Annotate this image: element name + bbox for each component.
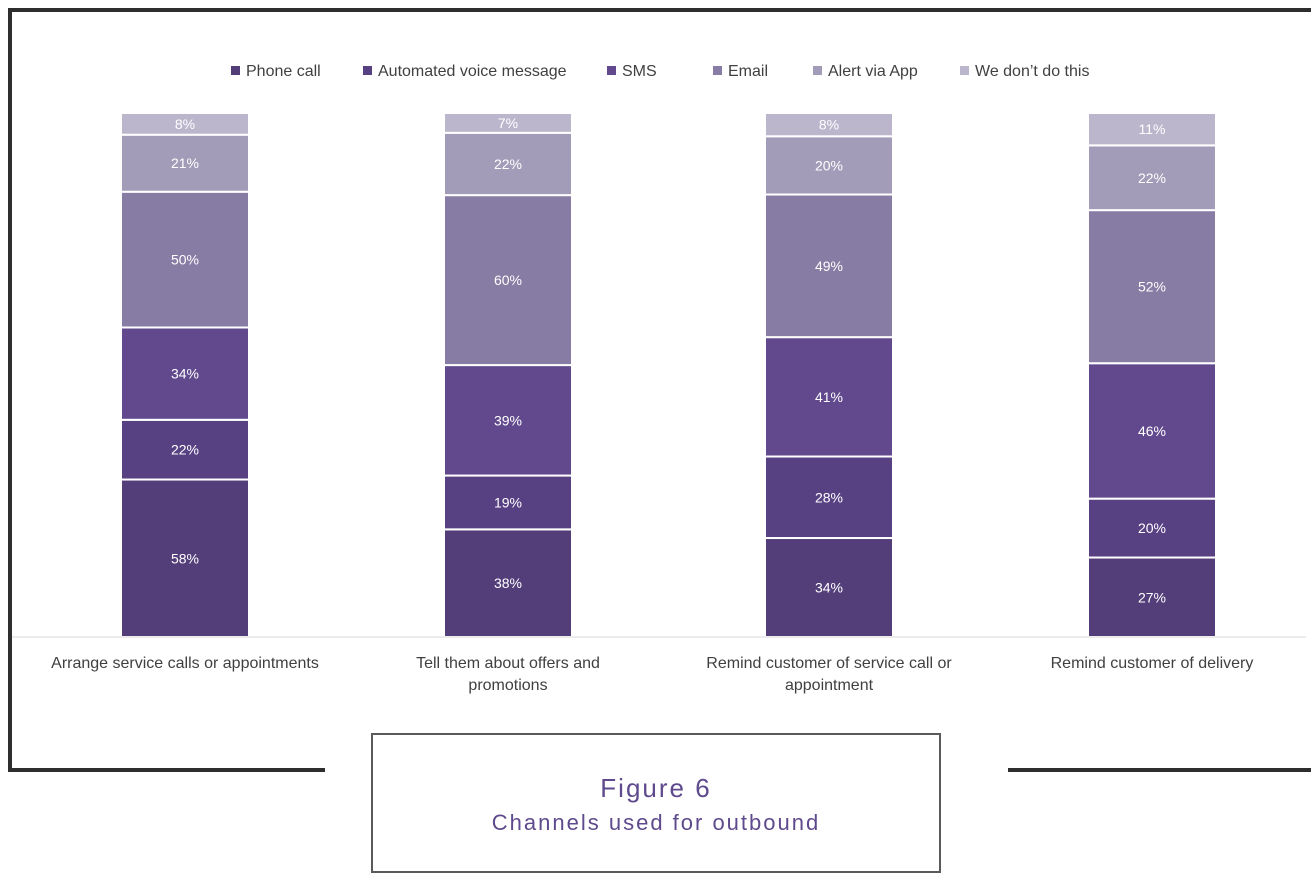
data-label: 21% xyxy=(171,155,199,171)
data-label: 8% xyxy=(819,117,839,133)
data-label: 19% xyxy=(494,494,522,510)
x-tick-label: Tell them about offers and xyxy=(416,655,600,672)
legend-swatch xyxy=(607,66,616,75)
figure-title: Channels used for outbound xyxy=(491,810,821,835)
bar-segment-automated-voice-message-1 xyxy=(120,418,250,481)
legend-label: Email xyxy=(728,63,768,80)
data-label: 52% xyxy=(1138,279,1166,295)
legend-label: Phone call xyxy=(246,63,321,80)
bar-segment-email-4 xyxy=(1087,209,1217,365)
chart-bars: 58% 22% 34% 50% 21% 8% 38% 19% 39% 60% 22% 7% 34% 28%… xyxy=(120,112,1217,638)
x-axis-labels: Arrange service calls or appointments Tel… xyxy=(51,655,1253,694)
bar-segment-email-2 xyxy=(443,194,573,367)
frame-left-border xyxy=(8,8,12,772)
data-label: 58% xyxy=(171,550,199,566)
data-label: 49% xyxy=(815,258,843,274)
x-tick-label: promotions xyxy=(468,677,547,694)
bar-segment-phone-call-2 xyxy=(443,528,573,638)
bar-segment-alert-via-app-2 xyxy=(443,131,573,197)
frame-top-border xyxy=(8,8,1311,12)
legend-label: Alert via App xyxy=(828,63,918,80)
data-label: 34% xyxy=(171,366,199,382)
data-label: 7% xyxy=(498,115,518,131)
data-label: 22% xyxy=(171,442,199,458)
data-label: 20% xyxy=(1138,520,1166,536)
bar-segment-we-don-t-do-this-4 xyxy=(1087,112,1217,147)
bar-segment-phone-call-3 xyxy=(764,537,894,638)
legend-swatch xyxy=(960,66,969,75)
legend-label: SMS xyxy=(622,63,657,80)
bar-segment-alert-via-app-4 xyxy=(1087,144,1217,212)
bar-segment-sms-1 xyxy=(120,326,250,421)
stacked-bar-chart: Phone call Automated voice message SMS Emai… xyxy=(12,63,1306,694)
x-tick-label: appointment xyxy=(785,677,874,694)
legend-swatch xyxy=(363,66,372,75)
x-tick-label: Remind customer of service call or xyxy=(706,655,952,672)
bar-segment-we-don-t-do-this-1 xyxy=(120,112,250,136)
bar-segment-email-3 xyxy=(764,193,894,339)
data-label: 22% xyxy=(1138,170,1166,186)
data-label: 20% xyxy=(815,157,843,173)
data-label: 8% xyxy=(175,116,195,132)
chart-legend: Phone call Automated voice message SMS Emai… xyxy=(231,63,1089,80)
bar-segment-sms-3 xyxy=(764,336,894,458)
legend-label: We don’t do this xyxy=(975,63,1089,80)
legend-swatch xyxy=(713,66,722,75)
data-label: 11% xyxy=(1139,121,1166,137)
bar-segment-automated-voice-message-3 xyxy=(764,455,894,540)
frame-bottom-border-left xyxy=(8,768,325,772)
data-label: 27% xyxy=(1138,589,1166,605)
x-tick-label: Arrange service calls or appointments xyxy=(51,655,319,672)
data-label: 50% xyxy=(171,252,199,268)
data-label: 22% xyxy=(494,156,522,172)
figure-caption: Figure 6 Channels used for outbound xyxy=(371,733,941,873)
legend-swatch xyxy=(813,66,822,75)
data-label: 60% xyxy=(494,272,522,288)
frame-bottom-border-right xyxy=(1008,768,1311,772)
data-label: 46% xyxy=(1138,423,1166,439)
bar-segment-we-don-t-do-this-2 xyxy=(443,112,573,134)
data-label: 38% xyxy=(494,575,522,591)
x-tick-label: Remind customer of delivery xyxy=(1051,655,1254,672)
data-label: 41% xyxy=(815,389,843,405)
data-label: 34% xyxy=(815,580,843,596)
data-label: 28% xyxy=(815,489,843,505)
figure-number: Figure 6 xyxy=(600,773,712,803)
data-label: 39% xyxy=(494,412,522,428)
legend-swatch xyxy=(231,66,240,75)
legend-label: Automated voice message xyxy=(378,63,567,80)
bar-segment-automated-voice-message-4 xyxy=(1087,497,1217,559)
bar-segment-sms-4 xyxy=(1087,362,1217,500)
bar-segment-we-don-t-do-this-3 xyxy=(764,112,894,138)
bar-segment-phone-call-4 xyxy=(1087,556,1217,638)
